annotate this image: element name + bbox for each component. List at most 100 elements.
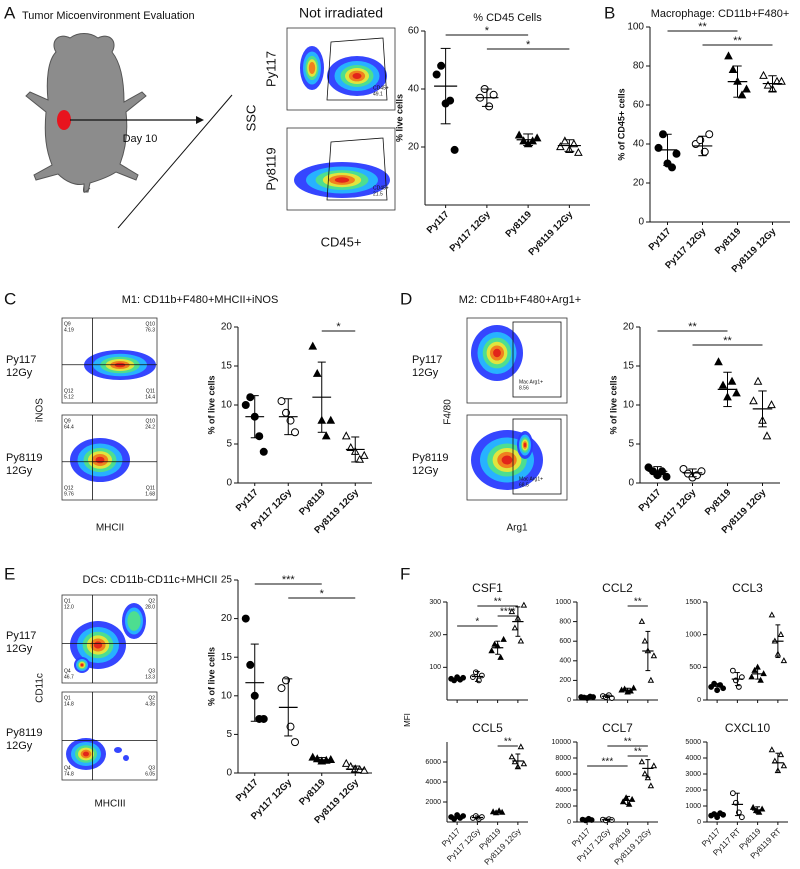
y-tick-label: 20 [408,142,420,153]
y-tick-label: 80 [633,61,645,72]
y-tick-label: 40 [633,139,645,150]
y-tick-label: 2000 [685,787,701,794]
significance-label: ** [494,597,502,608]
density [493,348,501,358]
significance-label: ** [634,597,642,608]
y-tick-label: 100 [627,22,644,33]
y-tick-label: 2000 [425,799,441,806]
data-point [737,90,747,99]
data-point [777,751,785,758]
x-tick-label: Py117 [425,209,452,236]
gate-label: CD45+ [373,185,389,191]
gate-label: Mac Arg1+ [519,379,543,385]
gate [512,418,562,495]
y-tick-label: 5 [226,439,232,450]
y-tick-label: 0 [697,697,701,704]
panel-title: M1: CD11b+F480+MHCII+iNOS [122,294,279,306]
x-tick-label: Py117 12Gy [448,209,494,255]
density [80,663,84,667]
y-tick-label: 200 [429,632,441,639]
y-tick-label: 60 [633,100,645,111]
y-tick-label: 3000 [685,771,701,778]
flow-x-axis: MHCII [96,523,124,534]
density [308,62,316,74]
gate-label: 46.7 [64,674,74,680]
sample-label: Py8119 [6,727,43,739]
gate-label: Q9 [64,418,71,424]
y-tick-label: 20 [221,613,233,624]
y-tick-label: 100 [429,664,441,671]
flow-frame [61,317,158,404]
density [501,455,513,465]
data-point [705,130,714,139]
density [352,73,362,79]
data-point [359,765,369,774]
data-point [560,136,570,145]
data-point [488,647,495,654]
y-axis-label: % live cells [394,94,404,142]
y-tick-label: 20 [623,322,635,333]
data-point [326,754,336,764]
flow-frame [61,691,158,781]
sample-label: 12Gy [6,740,33,752]
gate-label: Q12 [64,388,74,394]
gate-label: 6.05 [145,771,155,777]
gate [326,137,388,201]
data-point [768,611,776,618]
data-point [720,685,727,692]
panel-title: Tumor Micoenvironment Evaluation [22,10,195,22]
y-tick-label: 200 [559,677,571,684]
data-point [326,415,336,424]
x-tick-label: Py8119 [713,226,744,257]
panel-letter: C [4,289,16,308]
y-tick-label: 8000 [555,755,571,762]
gate-label: Q10 [146,321,156,327]
significance-label: ** [624,737,632,748]
significance-label: ** [723,335,732,347]
data-point [341,758,351,767]
data-point [697,467,706,476]
y-tick-label: 40 [408,84,420,95]
gate-label: 49.1 [373,91,383,97]
gate-label: Q4 [64,765,71,771]
data-point [520,760,528,767]
sample-label: 12Gy [412,465,439,477]
data-point [780,657,788,664]
data-point [489,90,498,99]
panel-letter: B [604,3,615,22]
flow-frame [466,317,568,404]
data-point [672,149,681,158]
y-tick-label: 10 [623,400,635,411]
significance-label: * [320,588,325,600]
gate-label: Q11 [146,485,155,491]
data-point [432,70,441,79]
data-point [508,608,516,615]
y-tick-label: 300 [429,599,441,606]
gate-label: 13.3 [145,674,155,680]
gate-label: 5.12 [64,394,74,400]
x-tick-label: Py8119 [503,209,534,240]
data-point [556,142,565,151]
panel-title: DCs: CD11b-CD11c+MHCII [83,574,218,586]
sample-label: 12Gy [6,465,33,477]
data-point [246,660,255,669]
data-point [638,617,646,624]
y-tick-label: 600 [559,638,571,645]
flow-y-axis: F4/80 [443,399,454,425]
data-point [321,431,331,440]
y-tick-label: 6000 [555,771,571,778]
data-point [647,676,655,683]
chart-title: CCL2 [602,581,633,595]
data-point [619,798,627,805]
significance-label: *** [602,757,614,768]
y-axis-label: % of live cells [206,647,216,706]
density [93,641,103,649]
flow-frame [286,127,396,211]
gate-label: Q10 [146,418,156,424]
y-tick-label: 0 [628,478,634,489]
data-point [630,684,637,691]
y-tick-label: 10000 [552,739,572,746]
y-tick-label: 10 [221,400,233,411]
x-tick-label: Py8119 [297,777,328,808]
data-point [446,96,455,105]
